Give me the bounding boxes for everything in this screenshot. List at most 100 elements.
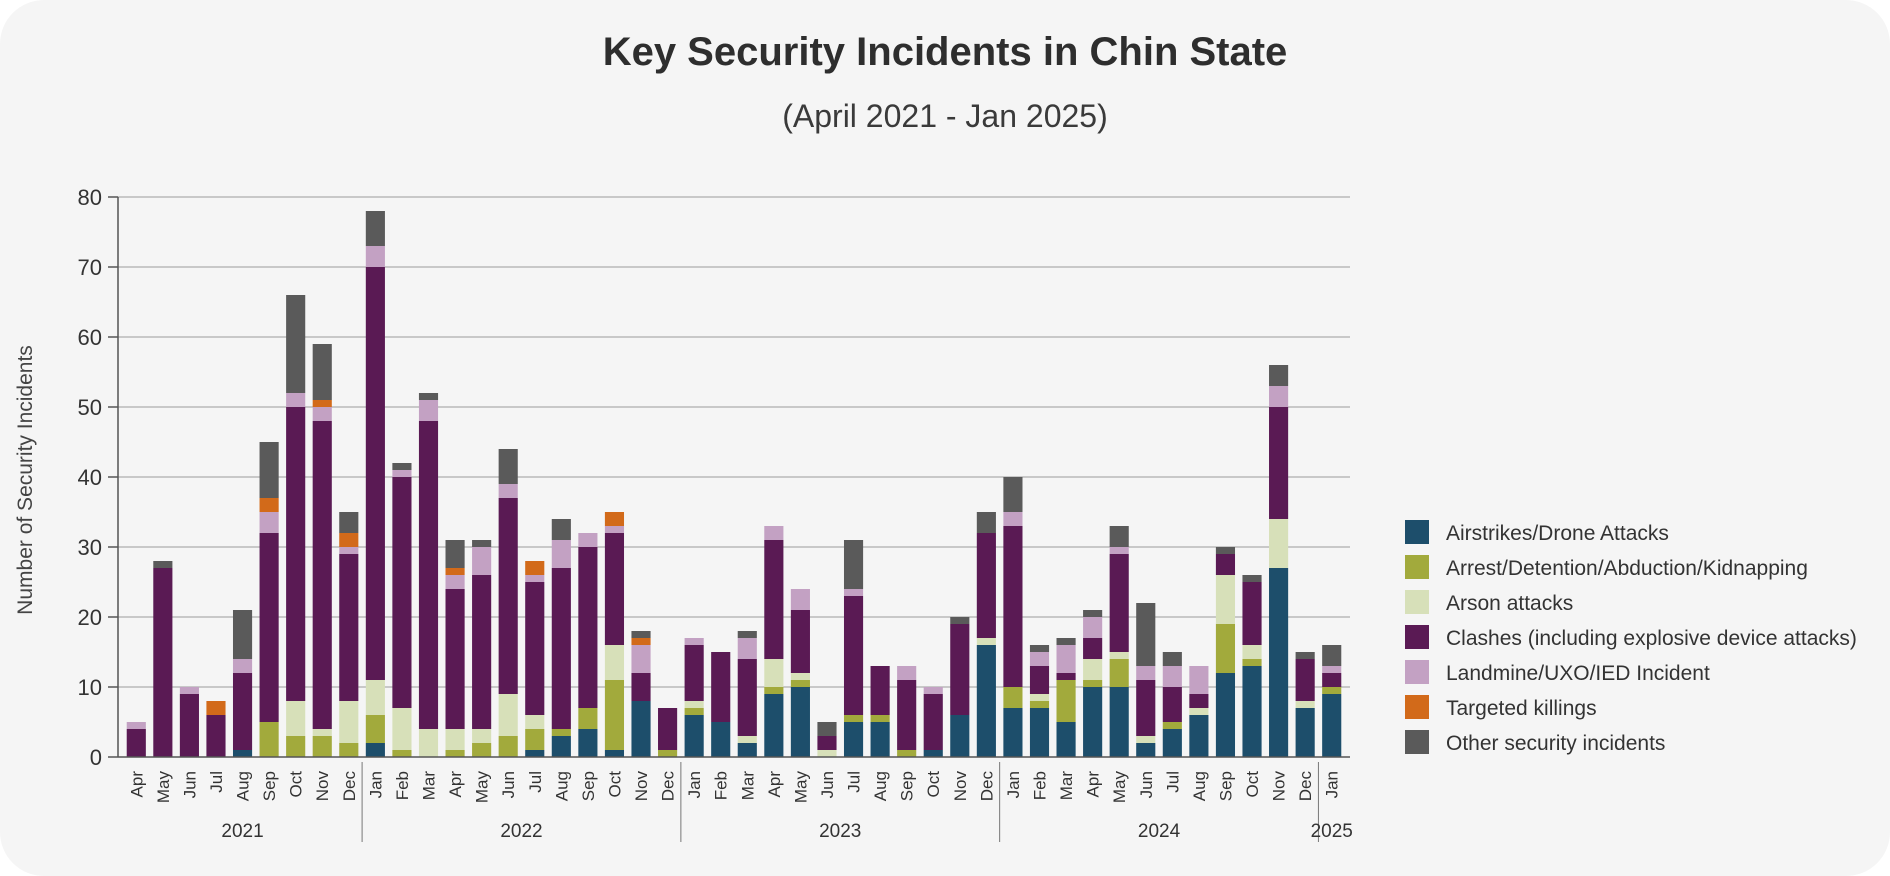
x-tick-label: Nov xyxy=(951,771,970,802)
bar-segment xyxy=(684,715,704,757)
bar-segment xyxy=(1242,575,1262,582)
bar-segment xyxy=(1109,526,1129,547)
legend-label: Clashes (including explosive device atta… xyxy=(1446,627,1857,650)
bar-segment xyxy=(843,540,864,589)
bar-segment xyxy=(764,540,784,659)
bar-segment xyxy=(259,512,279,533)
bar-segment xyxy=(604,680,625,750)
bar-segment xyxy=(737,743,757,757)
bar-series xyxy=(126,211,1342,757)
bar-segment xyxy=(923,750,943,757)
legend: Airstrikes/Drone Attacks Arrest/Detention… xyxy=(1405,520,1857,755)
bar-segment xyxy=(684,708,704,715)
bar-segment xyxy=(1189,715,1209,757)
y-axis-label: Number of Security Incidents xyxy=(14,345,37,615)
bar-segment xyxy=(1136,680,1156,736)
x-tick-label: Oct xyxy=(605,771,624,798)
chart-subtitle: (April 2021 - Jan 2025) xyxy=(782,98,1108,134)
bar-segment xyxy=(817,722,837,736)
bar-segment xyxy=(1083,680,1103,687)
y-tick-label: 30 xyxy=(78,535,102,560)
bar-segment xyxy=(631,631,651,638)
bar-segment xyxy=(418,729,439,757)
x-tick-label: Jul xyxy=(207,771,226,793)
bar-segment xyxy=(525,575,545,582)
bar-segment xyxy=(1162,652,1182,666)
bar-segment xyxy=(976,645,996,757)
bar-segment xyxy=(578,533,598,547)
bar-segment xyxy=(418,393,439,400)
bar-segment xyxy=(339,554,359,701)
bar-segment xyxy=(658,708,678,750)
bar-segment xyxy=(418,400,439,421)
bar-segment xyxy=(126,729,146,757)
x-tick-label: May xyxy=(154,771,173,804)
bar-segment xyxy=(950,624,970,715)
bar-segment xyxy=(312,400,332,407)
bar-segment xyxy=(445,589,465,729)
bar-segment xyxy=(392,470,412,477)
bar-segment xyxy=(1162,722,1182,729)
x-tick-labels: Apr May Jun Jul Aug Sep Oct Nov Dec Jan Feb Mar Apr M… xyxy=(127,771,1341,804)
bar-segment xyxy=(897,750,917,757)
bar-segment xyxy=(1162,666,1182,687)
bar-segment xyxy=(1109,659,1129,687)
bar-segment xyxy=(1242,666,1262,757)
bar-segment xyxy=(1083,687,1103,757)
year-label: 2023 xyxy=(819,821,861,842)
y-tick-label: 70 xyxy=(78,255,102,280)
bar-segment xyxy=(525,715,545,729)
bar-segment xyxy=(1136,743,1156,757)
bar-segment xyxy=(1269,386,1289,407)
x-tick-label: Apr xyxy=(446,771,465,798)
x-tick-label: Feb xyxy=(712,771,731,800)
bar-segment xyxy=(232,673,253,750)
bar-segment xyxy=(843,596,864,715)
y-tick-label: 50 xyxy=(78,395,102,420)
x-tick-label: Jun xyxy=(1137,771,1156,798)
bar-segment xyxy=(126,722,146,729)
bar-segment xyxy=(790,673,810,680)
bar-segment xyxy=(1215,575,1236,624)
bar-segment xyxy=(604,526,625,533)
bar-segment xyxy=(1269,365,1289,386)
bar-segment xyxy=(445,729,465,750)
bar-segment xyxy=(259,533,279,722)
chart-title: Key Security Incidents in Chin State xyxy=(602,30,1288,74)
x-tick-label: Jan xyxy=(1004,771,1023,798)
x-tick-label: Jan xyxy=(366,771,385,798)
bar-segment xyxy=(472,540,492,547)
year-group-labels: 2021 2022 2023 2024 2025 xyxy=(221,762,1353,842)
bar-segment xyxy=(870,666,890,715)
bar-segment xyxy=(790,610,810,673)
bar-segment xyxy=(472,575,492,729)
x-tick-label: Jan xyxy=(685,771,704,798)
x-tick-label: Oct xyxy=(924,771,943,798)
bar-segment xyxy=(1083,638,1103,659)
bar-segment xyxy=(286,295,306,393)
bar-segment xyxy=(976,533,996,638)
x-tick-label: Mar xyxy=(1057,771,1076,801)
x-tick-label: Nov xyxy=(632,771,651,802)
bar-segment xyxy=(525,582,545,715)
bar-segment xyxy=(1109,547,1129,554)
x-tick-label: Feb xyxy=(1031,771,1050,800)
bar-segment xyxy=(365,715,385,743)
bar-segment xyxy=(1003,526,1023,687)
bar-segment xyxy=(551,568,571,729)
bar-segment xyxy=(232,750,253,757)
bar-segment xyxy=(1322,666,1342,673)
x-tick-label: Sep xyxy=(579,771,598,801)
bar-segment xyxy=(1083,659,1103,680)
legend-swatch xyxy=(1405,555,1429,579)
x-tick-label: Mar xyxy=(420,771,439,801)
bar-segment xyxy=(1242,659,1262,666)
bar-segment xyxy=(737,659,757,736)
bar-segment xyxy=(1295,708,1315,757)
bar-segment xyxy=(631,645,651,673)
bar-segment xyxy=(764,694,784,757)
bar-segment xyxy=(392,463,412,470)
bar-segment xyxy=(1056,680,1076,722)
x-tick-label: Mar xyxy=(738,771,757,801)
bar-segment xyxy=(1056,673,1076,680)
